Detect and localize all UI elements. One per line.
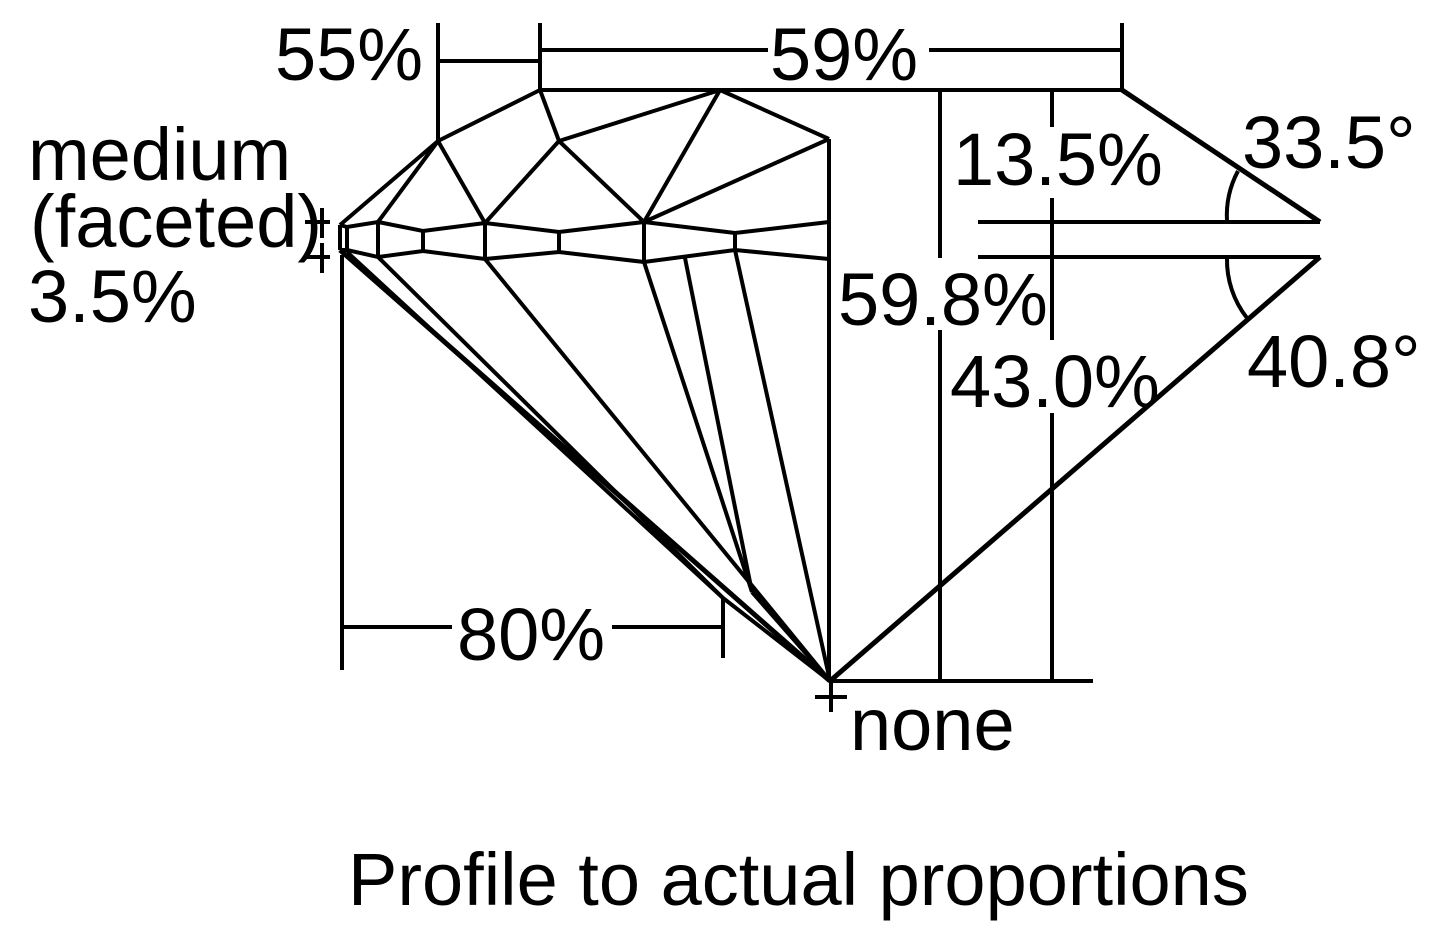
crown-bezel-edge-2 [436, 140, 487, 224]
crown-angle-slope [1120, 87, 1322, 225]
crown-far-table-edge [719, 88, 830, 141]
culet-label: none [850, 683, 1015, 766]
caption: Profile to actual proportions [348, 838, 1249, 921]
pavilion-depth-label: 43.0% [950, 340, 1160, 423]
crown-bezel-edge-4 [557, 139, 646, 224]
culet-mark [815, 681, 847, 712]
crown-outline-lower-left [338, 139, 440, 227]
pavilion-main-edge-4 [733, 249, 832, 682]
girdle-thickness-label: 3.5% [28, 255, 197, 338]
girdle-top-edge [339, 219, 830, 236]
crown-facets [338, 88, 830, 227]
crown-bezel-edge-5 [642, 89, 722, 223]
crown-bezel-edge-6 [643, 137, 830, 224]
depth-dimension-lines [830, 90, 1093, 683]
crown-angle-label: 33.5° [1242, 101, 1416, 184]
pavilion-main-edge-3 [750, 590, 832, 683]
lower-girdle-edge-2 [376, 255, 725, 600]
pavilion-angle-arc [1224, 257, 1249, 320]
lower-girdle-edge-3 [642, 261, 754, 593]
crown-bezel-edge-1 [376, 139, 440, 224]
pavilion-main-edge-2 [483, 257, 832, 683]
lower-girdle-edge-4 [683, 257, 754, 593]
lower-girdle-edge-1 [345, 250, 725, 600]
angle-schematic [540, 87, 1322, 683]
table-edge-front [538, 89, 561, 142]
pavilion-facets [338, 139, 832, 683]
pavilion-angle-slope [828, 255, 1322, 683]
girdle-desc-label-2: (faceted) [30, 180, 322, 263]
girdle-facets [338, 219, 830, 265]
girdle-desc-label-1: medium [28, 113, 291, 196]
girdle-thickness-ticks [305, 208, 330, 273]
total-depth-label: 59.8% [838, 258, 1048, 341]
star-length-label: 55% [275, 13, 423, 96]
table-width-label: 59% [770, 13, 918, 96]
crown-star-edge [558, 88, 721, 143]
text-labels: 55% 59% 13.5% 33.5° 59.8% 43.0% 40.8° me… [28, 13, 1421, 921]
crown-outline-upper-left [437, 88, 541, 143]
top-dimension-lines [436, 23, 1124, 141]
crown-bezel-edge-3 [483, 139, 561, 225]
pavilion-main-edge-1 [721, 596, 832, 683]
girdle-bottom-edge [340, 247, 830, 265]
crown-angle-arc [1224, 170, 1240, 222]
crown-height-label: 13.5% [953, 118, 1163, 201]
pavilion-angle-label: 40.8° [1247, 320, 1421, 403]
lower-half-dimension [340, 255, 725, 670]
lower-half-label: 80% [457, 593, 605, 676]
